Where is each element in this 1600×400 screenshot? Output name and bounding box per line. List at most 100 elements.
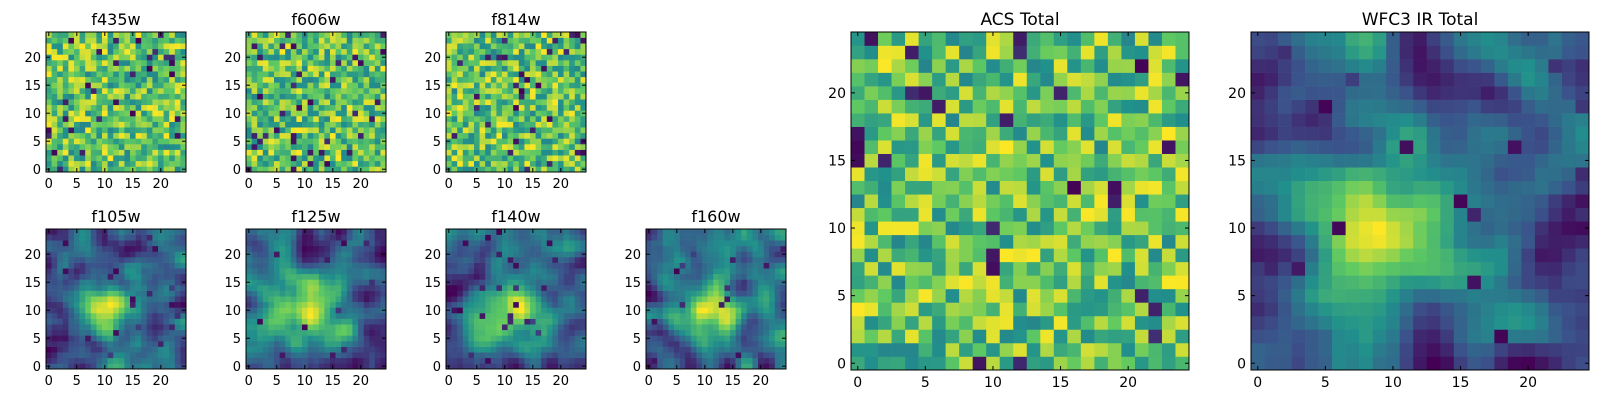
heatmap-cell	[546, 37, 553, 44]
heatmap-cell	[774, 357, 781, 364]
heatmap-cell	[290, 296, 297, 303]
heatmap-cell	[780, 268, 787, 275]
heatmap-cell	[169, 48, 176, 55]
heatmap-cell	[246, 76, 252, 83]
heatmap-cell	[485, 341, 492, 347]
heatmap-cell	[107, 251, 114, 258]
heatmap-cell	[307, 245, 314, 252]
heatmap-cell	[462, 71, 469, 78]
heatmap-cell	[530, 76, 536, 83]
heatmap-cell	[513, 318, 520, 325]
heatmap-cell	[1121, 207, 1136, 222]
heatmap-cell	[668, 307, 675, 314]
heatmap-cell	[251, 324, 258, 331]
heatmap-cell	[307, 99, 314, 106]
heatmap-cell	[141, 116, 148, 122]
heatmap-cell	[563, 121, 570, 128]
heatmap-cell	[90, 65, 97, 72]
heatmap-cell	[135, 127, 142, 134]
heatmap-cell	[85, 71, 92, 78]
heatmap-cell	[718, 273, 725, 280]
heatmap-cell	[763, 341, 770, 347]
heatmap-cell	[374, 279, 381, 286]
heatmap-cell	[296, 65, 303, 72]
heatmap-cell	[758, 352, 764, 359]
x-tick-label: 5	[273, 177, 281, 192]
heatmap-cell	[1094, 261, 1109, 276]
heatmap-cell	[662, 234, 669, 241]
heatmap-cell	[285, 104, 292, 111]
heatmap-cell	[335, 290, 342, 297]
heatmap-cell	[485, 121, 492, 128]
heatmap-cell	[674, 285, 680, 291]
heatmap-cell	[1040, 234, 1055, 249]
heatmap-cell	[474, 257, 480, 263]
heatmap-cell	[507, 346, 514, 353]
heatmap-cell	[90, 149, 97, 156]
heatmap-cell	[535, 132, 542, 139]
heatmap-cell	[74, 318, 80, 325]
heatmap-cell	[341, 352, 348, 359]
heatmap-cell	[474, 132, 480, 139]
heatmap-cell	[657, 268, 664, 275]
heatmap-cell	[62, 279, 69, 286]
heatmap-cell	[546, 341, 553, 347]
heatmap-cell	[524, 257, 531, 263]
heatmap-cell	[524, 121, 531, 128]
heatmap-cell	[274, 329, 280, 336]
heatmap-cell	[169, 357, 176, 364]
heatmap-cell	[1161, 275, 1176, 290]
heatmap-cell	[313, 313, 320, 319]
heatmap-cell	[257, 116, 264, 122]
heatmap-cell	[363, 82, 370, 89]
heatmap-cell	[541, 268, 548, 275]
heatmap-cell	[380, 346, 387, 353]
heatmap-cell	[574, 352, 581, 359]
heatmap-cell	[251, 257, 258, 263]
heatmap-cell	[574, 318, 581, 325]
heatmap-cell	[552, 285, 559, 291]
heatmap-cell	[546, 155, 553, 162]
heatmap-cell	[358, 262, 364, 269]
heatmap-cell	[369, 357, 376, 364]
heatmap-cell	[972, 329, 987, 344]
heatmap-cell	[546, 144, 553, 150]
heatmap-cell	[507, 37, 514, 44]
heatmap-cell	[563, 352, 570, 359]
heatmap-cell	[490, 37, 497, 44]
heatmap-cell	[346, 149, 353, 156]
heatmap-cell	[668, 346, 675, 353]
heatmap-cell	[352, 149, 359, 156]
heatmap-cell	[446, 88, 452, 94]
heatmap-cell	[580, 88, 587, 94]
panel-title: f160w	[691, 207, 740, 226]
heatmap-cell	[752, 352, 759, 359]
heatmap-cell	[380, 127, 387, 134]
heatmap-cell	[746, 251, 753, 258]
heatmap-cell	[268, 82, 275, 89]
heatmap-cell	[363, 37, 370, 44]
heatmap-cell	[546, 290, 553, 297]
heatmap-cell	[330, 313, 336, 319]
heatmap-cell	[1121, 329, 1136, 344]
heatmap-cell	[57, 285, 64, 291]
heatmap-cell	[574, 121, 581, 128]
heatmap-cell	[146, 363, 153, 370]
heatmap-cell	[679, 257, 686, 263]
heatmap-cell	[369, 37, 376, 44]
heatmap-cell	[574, 324, 581, 331]
heatmap-cell	[457, 313, 464, 319]
heatmap-cell	[1094, 221, 1109, 236]
heatmap-cell	[107, 357, 114, 364]
heatmap-cell	[141, 279, 148, 286]
heatmap-cell	[285, 121, 292, 128]
heatmap-cell	[262, 60, 269, 66]
heatmap-cell	[302, 335, 308, 342]
heatmap-cell	[569, 110, 576, 117]
heatmap-cell	[496, 160, 503, 167]
heatmap-cell	[118, 76, 125, 83]
heatmap-cell	[46, 352, 52, 359]
heatmap-cell	[279, 329, 286, 336]
heatmap-cell	[502, 313, 508, 319]
heatmap-cell	[90, 138, 97, 145]
